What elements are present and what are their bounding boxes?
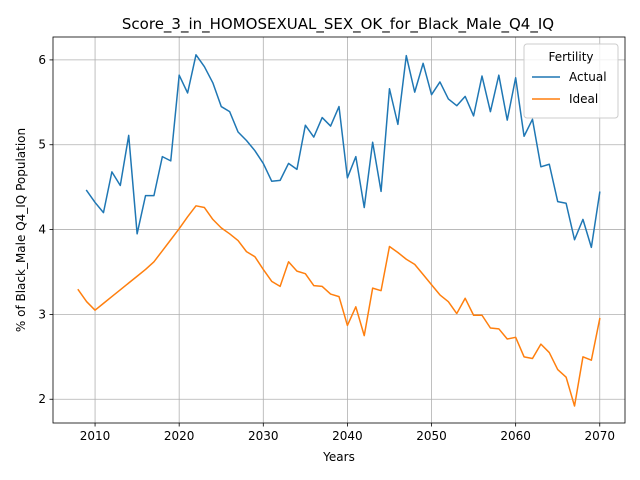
y-tick-label: 3 (38, 307, 46, 321)
y-tick-label: 2 (38, 392, 46, 406)
x-tick-label: 2040 (332, 429, 363, 443)
plot-area (77, 54, 601, 407)
series-line-ideal (77, 205, 601, 407)
x-tick-label: 2070 (584, 429, 615, 443)
x-tick-label: 2050 (416, 429, 447, 443)
x-tick-label: 2030 (248, 429, 279, 443)
series-line-actual (85, 54, 601, 249)
y-tick-label: 4 (38, 223, 46, 237)
grid (53, 37, 625, 423)
y-tick-label: 5 (38, 138, 46, 152)
x-axis: 2010 2020 2030 2040 2050 2060 2070 (80, 423, 615, 443)
legend-title: Fertility (548, 50, 593, 64)
y-axis-label: % of Black_Male Q4_IQ Population (14, 128, 28, 332)
y-axis: 2 3 4 5 6 (38, 53, 53, 406)
y-tick-label: 6 (38, 53, 46, 67)
x-tick-label: 2060 (500, 429, 531, 443)
legend-label-actual: Actual (569, 70, 607, 84)
legend: Fertility Actual Ideal (523, 43, 619, 119)
x-tick-label: 2010 (80, 429, 111, 443)
chart-title: Score_3_in_HOMOSEXUAL_SEX_OK_for_Black_M… (122, 15, 554, 34)
x-axis-label: Years (322, 450, 355, 464)
x-tick-label: 2020 (164, 429, 195, 443)
plot-frame (52, 36, 626, 424)
legend-label-ideal: Ideal (569, 92, 598, 106)
